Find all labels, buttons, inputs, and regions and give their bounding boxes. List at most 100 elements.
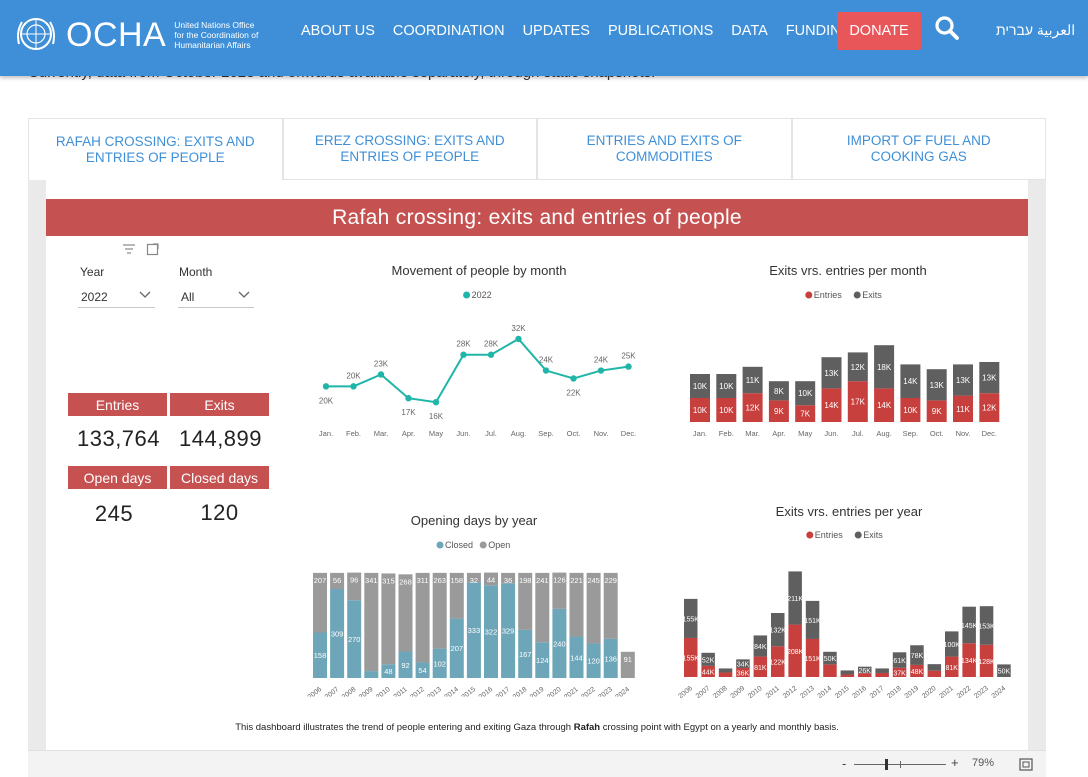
exits-bar (736, 659, 750, 668)
ocha-logo[interactable]: OCHA United Nations Office for the Coord… (14, 14, 274, 56)
open-days-label: 198 (519, 576, 532, 585)
movement-by-month-chart[interactable]: Movement of people by month 2022 20K Jan. 20… (296, 256, 666, 446)
nav-data[interactable]: DATA (731, 23, 768, 39)
chart-title: Exits vrs. entries per year (776, 504, 923, 519)
x-tick-label: 2015 (461, 686, 478, 697)
open-days-bar (518, 572, 533, 630)
x-tick-label: Jun. (456, 429, 470, 438)
x-tick-label: Nov. (956, 429, 971, 438)
open-days-label: 207 (314, 576, 327, 585)
main-nav: ABOUT US COORDINATION UPDATES PUBLICATIO… (292, 0, 861, 62)
x-tick-label: May (429, 429, 443, 438)
closed-days-label: 120 (587, 657, 600, 666)
legend-marker (806, 531, 814, 539)
exits-label: 50K (998, 669, 1011, 676)
closed-days-bar (466, 582, 481, 678)
x-tick-label: 2006 (677, 685, 694, 698)
entries-bar (768, 400, 789, 422)
open-days-label: 126 (553, 576, 566, 585)
exits-bar (997, 664, 1011, 677)
nav-updates[interactable]: UPDATES (522, 23, 590, 39)
legend-label: Entries (814, 290, 843, 300)
open-days-bar (347, 572, 362, 601)
x-tick-label: 2023 (597, 686, 614, 697)
data-point (377, 371, 385, 378)
x-tick-label: 2008 (712, 685, 729, 698)
entries-bar (718, 672, 733, 677)
exits-label: 10K (693, 382, 708, 391)
legend-label: Entries (815, 530, 844, 540)
donate-button[interactable]: DONATE (837, 12, 921, 50)
exits-label: 8K (774, 387, 784, 396)
tab-erez-crossing[interactable]: EREZ CROSSING: EXITS AND ENTRIES OF PEOP… (282, 119, 537, 180)
focus-mode-icon[interactable] (146, 242, 160, 256)
nav-coordination[interactable]: COORDINATION (392, 23, 505, 39)
x-tick-label: Jul. (852, 429, 864, 438)
closed-days-kpi-header: Closed days (170, 466, 269, 489)
exits-label: 10K (798, 389, 813, 398)
exits-label: 151K (804, 618, 821, 625)
exits-label: 78K (911, 653, 924, 660)
tab-fuel-gas[interactable]: IMPORT OF FUEL AND COOKING GAS (791, 119, 1046, 180)
entries-bar (684, 637, 698, 677)
data-point (570, 375, 577, 382)
closed-days-bar (603, 638, 618, 678)
nav-about-us[interactable]: ABOUT US (301, 23, 375, 39)
x-tick-label: 2009 (358, 686, 375, 697)
open-days-bar (535, 572, 550, 643)
closed-days-label: 207 (451, 644, 464, 653)
entries-label: 122K (770, 660, 787, 667)
open-days-bar (330, 572, 345, 590)
entries-label: 10K (903, 406, 918, 415)
nav-funding[interactable]: FUNDING (785, 23, 852, 39)
report-banner: Rafah crossing: exits and entries of peo… (46, 199, 1028, 236)
open-days-label: 315 (382, 576, 395, 585)
tab-rafah-crossing[interactable]: RAFAH CROSSING: EXITS AND ENTRIES OF PEO… (28, 119, 283, 180)
exits-label: 13K (930, 381, 945, 390)
open-days-label: 56 (333, 576, 341, 585)
fit-to-page-icon[interactable] (1019, 758, 1033, 771)
exits-bar (962, 606, 976, 644)
opening-days-by-year-chart[interactable]: Opening days by year Closed Open 158 207 2006… (296, 507, 646, 697)
data-label: 24K (539, 356, 554, 365)
data-point (405, 395, 412, 402)
entries-bar (847, 381, 868, 422)
exits-bar (900, 364, 921, 398)
closed-days-bar (432, 648, 447, 678)
x-tick-label: 2007 (324, 686, 341, 697)
entries-label: 208K (787, 649, 804, 656)
exits-entries-per-month-chart[interactable]: Exits vrs. entries per month Entries Exits… (666, 256, 1006, 446)
filter-icon[interactable] (122, 243, 136, 255)
exits-bar (701, 652, 715, 666)
report-status-bar: - + 79% (28, 750, 1046, 777)
open-days-bar (381, 573, 396, 665)
legend-label: Exits (862, 290, 882, 300)
entries-label: 155K (683, 655, 700, 662)
open-days-bar (484, 572, 498, 586)
zoom-out-button[interactable]: - (842, 756, 847, 771)
language-switcher[interactable]: العربية עברית (996, 22, 1076, 38)
exits-entries-per-year-chart[interactable]: Exits vrs. entries per year Entries Exits 1… (666, 498, 1011, 698)
closed-days-bar (398, 651, 413, 678)
zoom-slider[interactable] (854, 759, 946, 770)
x-tick-label: 2009 (730, 685, 747, 698)
x-tick-label: 2022 (956, 685, 973, 698)
data-label: 28K (456, 340, 471, 349)
open-days-bar (569, 572, 584, 637)
open-days-bar (432, 572, 447, 649)
entries-bar (736, 667, 750, 677)
zoom-in-button[interactable]: + (951, 755, 959, 770)
dashboard-caption: This dashboard illustrates the trend of … (235, 722, 839, 733)
year-dropdown[interactable]: 2022 (78, 286, 155, 308)
exits-label: 10K (719, 382, 734, 391)
x-tick-label: 2011 (393, 686, 409, 697)
month-dropdown[interactable]: All (178, 286, 254, 308)
tab-commodities[interactable]: ENTRIES AND EXITS OF COMMODITIES (537, 119, 792, 180)
entries-bar (875, 672, 889, 677)
zoom-slider-handle[interactable] (885, 759, 888, 770)
search-icon[interactable] (934, 15, 960, 41)
exits-bar (718, 668, 733, 673)
closed-days-label: 92 (401, 661, 409, 670)
entries-bar (962, 643, 976, 677)
nav-publications[interactable]: PUBLICATIONS (607, 23, 714, 39)
